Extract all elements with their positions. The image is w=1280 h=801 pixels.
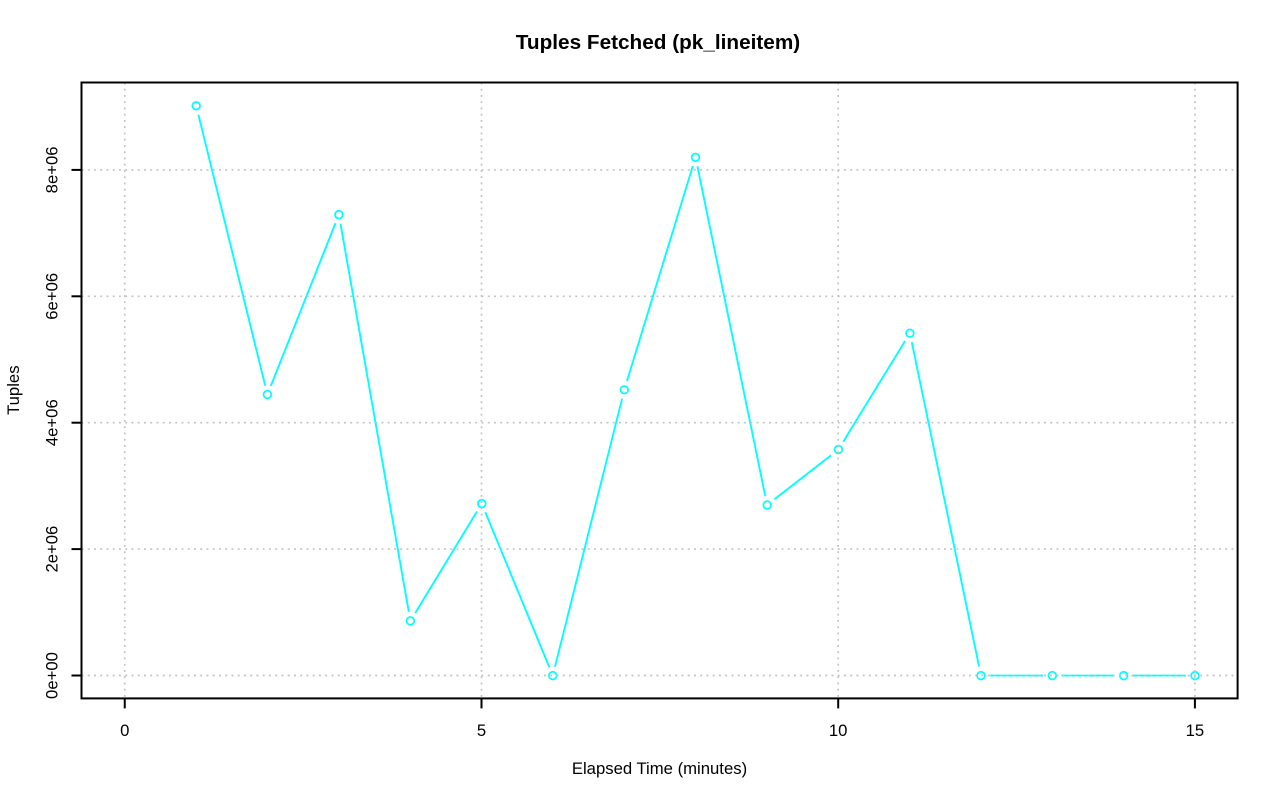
svg-text:0: 0 [120,721,129,740]
svg-text:Tuples Fetched (pk_lineitem): Tuples Fetched (pk_lineitem) [516,31,800,54]
svg-text:6e+06: 6e+06 [43,273,62,320]
svg-text:10: 10 [829,721,848,740]
svg-text:Elapsed Time (minutes): Elapsed Time (minutes) [572,759,747,778]
svg-text:15: 15 [1186,721,1205,740]
svg-text:5: 5 [477,721,486,740]
svg-text:8e+06: 8e+06 [43,146,62,193]
svg-text:Tuples: Tuples [4,365,23,414]
svg-text:2e+06: 2e+06 [43,526,62,573]
svg-text:0e+00: 0e+00 [43,652,62,699]
svg-text:4e+06: 4e+06 [43,399,62,446]
